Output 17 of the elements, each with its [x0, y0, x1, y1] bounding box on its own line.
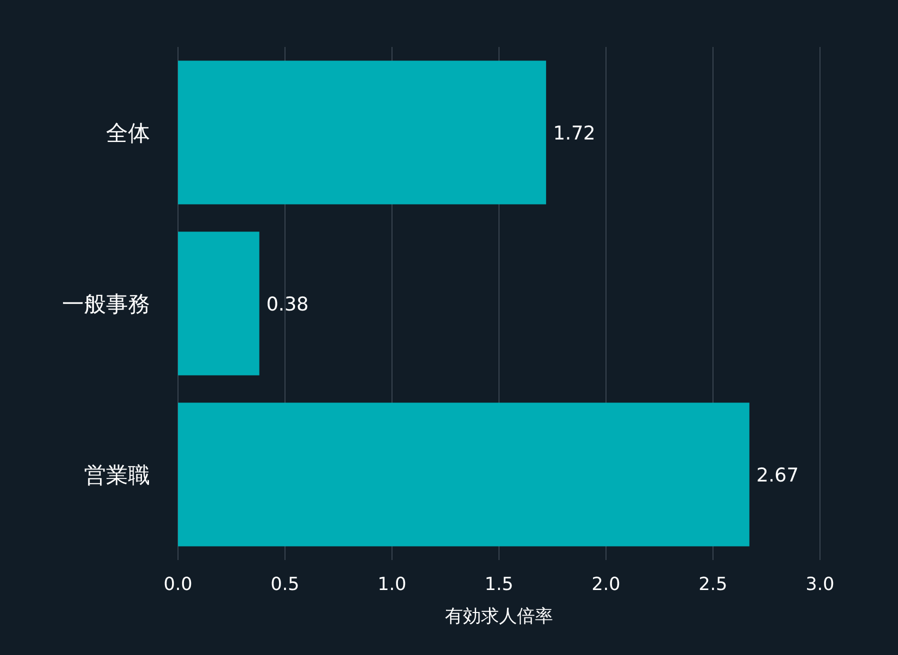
- x-tick-label: 0.0: [164, 574, 192, 595]
- y-tick-label: 一般事務: [62, 292, 150, 318]
- y-tick-label: 全体: [106, 122, 150, 146]
- x-tick-label: 1.0: [378, 574, 406, 595]
- x-tick-label: 2.5: [698, 574, 728, 595]
- x-tick-label: 2.0: [592, 574, 620, 595]
- bar: [178, 402, 750, 546]
- bar: [178, 232, 260, 376]
- bar: [178, 60, 546, 204]
- x-tick-label: 3.0: [806, 574, 834, 595]
- x-axis-title: 有効求人倍率: [445, 606, 553, 627]
- data-label: 0.38: [266, 294, 309, 316]
- data-label: 1.72: [553, 122, 596, 144]
- x-tick-label: 0.5: [270, 574, 300, 595]
- y-tick-label: 営業職: [84, 464, 150, 488]
- data-label: 2.67: [756, 464, 799, 486]
- x-tick-label: 1.5: [484, 574, 514, 595]
